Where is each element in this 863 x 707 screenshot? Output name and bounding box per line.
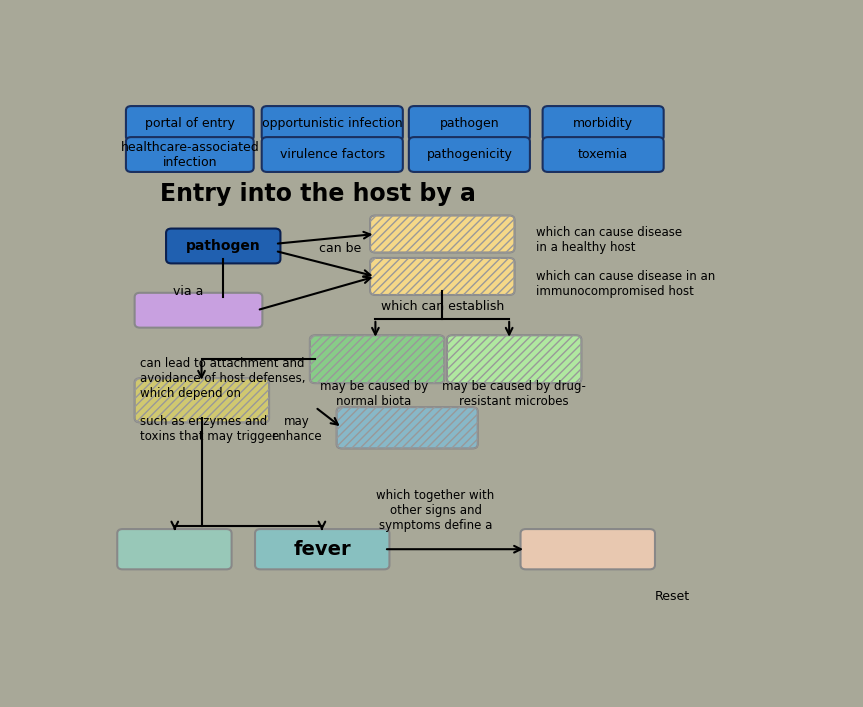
FancyBboxPatch shape bbox=[261, 106, 403, 141]
FancyBboxPatch shape bbox=[126, 106, 254, 141]
Text: portal of entry: portal of entry bbox=[145, 117, 235, 130]
Text: can be: can be bbox=[318, 242, 361, 255]
FancyBboxPatch shape bbox=[135, 293, 262, 327]
FancyBboxPatch shape bbox=[261, 137, 403, 172]
Text: via a: via a bbox=[173, 285, 204, 298]
Text: toxemia: toxemia bbox=[578, 148, 628, 161]
Text: pathogen: pathogen bbox=[439, 117, 499, 130]
FancyBboxPatch shape bbox=[520, 529, 655, 569]
FancyBboxPatch shape bbox=[135, 378, 269, 422]
Text: can lead to attachment and
avoidance of host defenses,
which depend on: can lead to attachment and avoidance of … bbox=[140, 357, 306, 400]
Text: healthcare-associated
infection: healthcare-associated infection bbox=[121, 141, 259, 168]
FancyBboxPatch shape bbox=[543, 137, 664, 172]
Text: such as enzymes and
toxins that may trigger: such as enzymes and toxins that may trig… bbox=[140, 415, 277, 443]
Text: pathogen: pathogen bbox=[186, 239, 261, 253]
Text: morbidity: morbidity bbox=[573, 117, 633, 130]
FancyBboxPatch shape bbox=[126, 137, 254, 172]
Text: opportunistic infection: opportunistic infection bbox=[262, 117, 402, 130]
FancyBboxPatch shape bbox=[310, 335, 444, 383]
Text: which together with
other signs and
symptoms define a: which together with other signs and symp… bbox=[376, 489, 494, 532]
FancyBboxPatch shape bbox=[337, 407, 478, 448]
Text: pathogenicity: pathogenicity bbox=[426, 148, 513, 161]
Text: which can cause disease
in a healthy host: which can cause disease in a healthy hos… bbox=[536, 226, 682, 254]
FancyBboxPatch shape bbox=[255, 529, 389, 569]
FancyBboxPatch shape bbox=[447, 335, 582, 383]
Text: which can establish: which can establish bbox=[381, 300, 504, 313]
Text: fever: fever bbox=[293, 539, 351, 559]
FancyBboxPatch shape bbox=[370, 216, 514, 252]
Text: Reset: Reset bbox=[655, 590, 690, 603]
Text: may be caused by drug-
resistant microbes: may be caused by drug- resistant microbe… bbox=[442, 380, 586, 408]
FancyBboxPatch shape bbox=[370, 258, 514, 295]
Text: Entry into the host by a: Entry into the host by a bbox=[160, 182, 476, 206]
Text: may be caused by
normal biota: may be caused by normal biota bbox=[319, 380, 428, 408]
FancyBboxPatch shape bbox=[409, 137, 530, 172]
Text: which can cause disease in an
immunocompromised host: which can cause disease in an immunocomp… bbox=[536, 269, 715, 298]
Text: may
enhance: may enhance bbox=[271, 415, 322, 443]
FancyBboxPatch shape bbox=[409, 106, 530, 141]
FancyBboxPatch shape bbox=[117, 529, 231, 569]
FancyBboxPatch shape bbox=[166, 228, 280, 264]
FancyBboxPatch shape bbox=[543, 106, 664, 141]
Text: virulence factors: virulence factors bbox=[280, 148, 385, 161]
